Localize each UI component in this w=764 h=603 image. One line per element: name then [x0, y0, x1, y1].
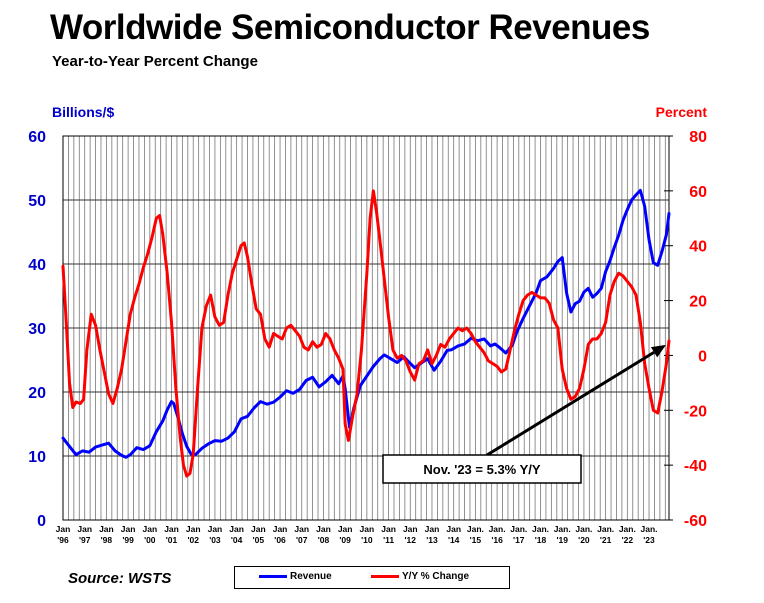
x-axis-tick-year: '11	[383, 535, 394, 545]
x-axis-tick-year: '23	[643, 535, 655, 545]
annotation-text: Nov. '23 = 5.3% Y/Y	[423, 462, 540, 477]
x-axis-tick-label: Jan	[164, 524, 179, 534]
x-axis-tick-label: Jan	[273, 524, 288, 534]
x-axis-tick-label: Jan	[77, 524, 92, 534]
plot-frame	[62, 135, 670, 521]
right-axis-tick-label: 0	[698, 348, 707, 365]
x-axis-tick-year: '22	[622, 535, 634, 545]
left-axis-tick-label: 30	[28, 321, 46, 338]
x-axis-tick-label: Jan	[446, 524, 461, 534]
x-axis-tick-label: Jan	[99, 524, 114, 534]
x-axis-tick-year: '20	[578, 535, 590, 545]
x-axis-tick-year: '16	[491, 535, 503, 545]
x-axis-tick-year: '04	[231, 535, 243, 545]
x-axis-tick-label: Jan	[316, 524, 331, 534]
right-axis-tick-label: 80	[689, 129, 707, 146]
x-axis-tick-label: Jan.	[597, 524, 614, 534]
right-axis-tick-label: -20	[684, 403, 707, 420]
x-axis-tick-label: Jan	[294, 524, 309, 534]
left-axis-tick-label: 10	[28, 449, 46, 466]
right-axis-label: Percent	[656, 104, 708, 120]
x-axis-tick-year: '19	[556, 535, 568, 545]
chart-subtitle: Year-to-Year Percent Change	[52, 53, 258, 70]
x-axis-tick-year: '99	[122, 535, 134, 545]
x-axis-tick-label: Jan	[425, 524, 440, 534]
x-axis-tick-label: Jan.	[510, 524, 527, 534]
series-revenue-line	[61, 188, 671, 459]
annotation-arrowhead	[650, 344, 666, 358]
left-axis-ticks: 0 10 20 30 40 50 60	[28, 129, 46, 530]
x-axis-tick-label: Jan.	[641, 524, 658, 534]
legend-item-yoy-change: Y/Y % Change	[371, 571, 469, 582]
x-axis-tick-year: '14	[448, 535, 460, 545]
legend-item-revenue: Revenue	[259, 571, 332, 582]
source-note: Source: WSTS	[68, 570, 172, 587]
x-axis-tick-label: Jan	[251, 524, 266, 534]
x-axis-tick-year: '18	[535, 535, 547, 545]
x-axis-tick-year: '03	[209, 535, 221, 545]
x-axis-ticks: Jan'96Jan'97Jan'98Jan'99Jan'00Jan'01Jan'…	[56, 524, 658, 545]
x-axis-tick-year: '01	[166, 535, 178, 545]
x-axis-tick-year: '12	[405, 535, 417, 545]
x-axis-tick-label: Jan.	[619, 524, 636, 534]
left-axis-tick-label: 50	[28, 193, 46, 210]
x-axis-tick-label: Jan	[56, 524, 71, 534]
x-axis-tick-year: '96	[57, 535, 69, 545]
x-axis-tick-year: '08	[318, 535, 330, 545]
x-axis-tick-label: Jan.	[575, 524, 592, 534]
x-axis-tick-year: '10	[361, 535, 373, 545]
series-yoy-change-line	[61, 189, 671, 478]
legend-swatch-yoy-change	[371, 574, 399, 578]
right-axis-ticks: -60 -40 -20 0 20 40 60 80	[664, 129, 707, 530]
x-axis-tick-label: Jan	[403, 524, 418, 534]
x-axis-tick-label: Jan	[338, 524, 353, 534]
legend-label-yoy-change: Y/Y % Change	[402, 571, 470, 582]
right-axis-tick-label: 40	[689, 239, 707, 256]
x-axis-tick-label: Jan	[142, 524, 157, 534]
x-axis-tick-year: '07	[296, 535, 308, 545]
annotation-box	[382, 454, 582, 484]
left-axis-tick-label: 40	[28, 257, 46, 274]
chart-title: Worldwide Semiconductor Revenues	[50, 8, 650, 47]
right-axis-tick-label: 60	[689, 184, 707, 201]
left-axis-tick-label: 60	[28, 129, 46, 146]
x-axis-tick-year: '00	[144, 535, 156, 545]
left-axis-tick-label: 0	[37, 513, 46, 530]
x-axis-tick-label: Jan.	[532, 524, 549, 534]
left-axis-tick-label: 20	[28, 385, 46, 402]
legend: Revenue Y/Y % Change	[234, 566, 510, 589]
x-axis-tick-year: '21	[600, 535, 612, 545]
left-axis-label: Billions/$	[52, 104, 114, 120]
x-axis-tick-label: Jan	[360, 524, 375, 534]
x-axis-tick-label: Jan	[381, 524, 396, 534]
x-axis-tick-label: Jan.	[554, 524, 571, 534]
x-axis-tick-label: Jan.	[467, 524, 484, 534]
x-axis-tick-year: '02	[187, 535, 199, 545]
right-axis-tick-label: -40	[684, 458, 707, 475]
x-axis-tick-label: Jan	[186, 524, 201, 534]
x-axis-tick-year: '15	[470, 535, 482, 545]
x-axis-tick-label: Jan	[121, 524, 136, 534]
x-axis-tick-year: '05	[253, 535, 265, 545]
annotation-arrow	[486, 350, 655, 457]
x-axis-tick-year: '13	[426, 535, 438, 545]
legend-swatch-revenue	[259, 574, 287, 578]
right-axis-tick-label: 20	[689, 294, 707, 311]
legend-label-revenue: Revenue	[290, 571, 332, 582]
x-axis-tick-label: Jan	[229, 524, 244, 534]
x-axis-tick-year: '97	[79, 535, 91, 545]
x-axis-tick-label: Jan	[208, 524, 223, 534]
x-axis-tick-label: Jan.	[489, 524, 506, 534]
x-axis-tick-year: '09	[339, 535, 351, 545]
x-axis-tick-year: '17	[513, 535, 525, 545]
x-axis-tick-year: '06	[274, 535, 286, 545]
right-axis-tick-label: -60	[684, 513, 707, 530]
x-axis-tick-year: '98	[101, 535, 113, 545]
